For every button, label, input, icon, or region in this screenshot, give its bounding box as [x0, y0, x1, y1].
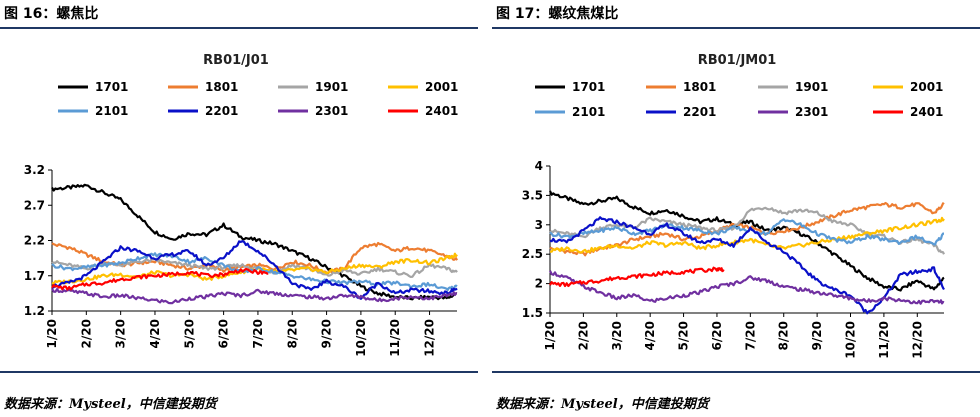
x-tick-label: 8/20 [285, 319, 299, 348]
y-tick-label: 1.7 [24, 269, 45, 283]
x-tick-label: 10/20 [844, 321, 858, 359]
x-tick-label: 12/20 [910, 321, 924, 359]
y-tick-label: 3.2 [24, 163, 45, 177]
y-tick-label: 2.7 [24, 198, 45, 212]
legend-entry-2301: 2301 [278, 104, 348, 118]
x-tick-label: 6/20 [710, 321, 724, 350]
source-note: 数据来源：Mysteel，中信建投期货 [4, 397, 217, 412]
legend-label: 1901 [315, 80, 348, 94]
y-tick-label: 3.5 [522, 188, 543, 202]
rb01-j01-chart: RB01/J01 1701 1801 1901 2001 2101 2201 2301 2401… [24, 53, 459, 357]
legend-entry-2201: 2201 [646, 105, 716, 119]
series-line-2201 [51, 240, 458, 300]
x-tick-label: 9/20 [320, 319, 334, 348]
legend-entry-1801: 1801 [646, 80, 716, 94]
figure-title: 图 16：螺焦比 [4, 6, 99, 22]
legend-entry-2101: 2101 [58, 104, 128, 118]
x-tick-label: 3/20 [610, 321, 624, 350]
legend-entry-2201: 2201 [168, 104, 238, 118]
legend-label: 2101 [95, 104, 128, 118]
x-tick-label: 5/20 [677, 321, 691, 350]
series-line-2401 [51, 267, 269, 291]
x-tick-label: 9/20 [810, 321, 824, 350]
x-tick-label: 4/20 [148, 319, 162, 348]
legend-entry-1901: 1901 [278, 80, 348, 94]
x-tick-label: 12/20 [423, 319, 437, 357]
legend-entry-2101: 2101 [535, 105, 605, 119]
legend-label: 1701 [572, 80, 605, 94]
x-tick-label: 10/20 [354, 319, 368, 357]
legend-label: 2301 [795, 105, 828, 119]
legend-label: 2201 [205, 104, 238, 118]
legend-entry-2001: 2001 [388, 80, 458, 94]
legend-label: 2101 [572, 105, 605, 119]
bottom-rule [0, 371, 478, 373]
legend-entry-2001: 2001 [873, 80, 943, 94]
series-line-1801 [51, 241, 458, 275]
legend-label: 2401 [910, 105, 943, 119]
legend-label: 1701 [95, 80, 128, 94]
series-line-2301 [51, 288, 458, 305]
x-tick-label: 7/20 [251, 319, 265, 348]
x-tick-label: 11/20 [877, 321, 891, 359]
x-tick-label: 3/20 [114, 319, 128, 348]
top-rule [492, 27, 980, 29]
x-tick-label: 1/20 [543, 321, 557, 350]
y-tick-label: 2.5 [522, 247, 543, 261]
series-line-1701 [548, 190, 945, 292]
series-line-1901 [549, 206, 945, 255]
legend-entry-1801: 1801 [168, 80, 238, 94]
x-tick-label: 11/20 [388, 319, 402, 357]
legend-entry-2301: 2301 [758, 105, 828, 119]
y-tick-label: 4 [535, 159, 543, 173]
x-tick-label: 6/20 [217, 319, 231, 348]
legend-label: 1801 [205, 80, 238, 94]
figure-17-panel: 图 17：螺纹焦煤比 RB01/JM01 1701 1801 1901 2001 2101… [492, 0, 980, 417]
bottom-rule [492, 371, 980, 373]
x-tick-label: 8/20 [777, 321, 791, 350]
figure-16-panel: 图 16：螺焦比 RB01/J01 1701 1801 1901 2001 2101 220… [0, 0, 478, 417]
legend-label: 2001 [425, 80, 458, 94]
legend-label: 1801 [683, 80, 716, 94]
y-tick-label: 1.5 [522, 306, 543, 320]
y-tick-label: 1.2 [24, 304, 45, 318]
y-tick-label: 3 [535, 218, 543, 232]
legend-entry-1901: 1901 [758, 80, 828, 94]
legend-entry-1701: 1701 [535, 80, 605, 94]
rb01-jm01-chart: RB01/JM01 1701 1801 1901 2001 2101 2201 2301 240… [522, 53, 945, 359]
series-line-2401 [549, 266, 725, 288]
legend-label: 2001 [910, 80, 943, 94]
legend-entry-1701: 1701 [58, 80, 128, 94]
y-tick-label: 2.2 [24, 234, 45, 248]
y-tick-label: 2 [535, 277, 543, 291]
legend-label: 2201 [683, 105, 716, 119]
x-tick-label: 4/20 [643, 321, 657, 350]
legend-entry-2401: 2401 [873, 105, 943, 119]
source-note: 数据来源：Mysteel，中信建投期货 [496, 397, 709, 412]
legend-label: 2301 [315, 104, 348, 118]
legend-entry-2401: 2401 [388, 104, 458, 118]
x-tick-label: 1/20 [45, 319, 59, 348]
legend-label: 1901 [795, 80, 828, 94]
series-line-2001 [549, 216, 945, 254]
series-line-2101 [51, 252, 458, 291]
series-line-2301 [549, 270, 945, 305]
x-tick-label: 2/20 [79, 319, 93, 348]
x-tick-label: 7/20 [743, 321, 757, 350]
chart-title: RB01/J01 [203, 53, 269, 68]
figure-title: 图 17：螺纹焦煤比 [496, 6, 619, 22]
chart-title: RB01/JM01 [698, 53, 777, 68]
top-rule [0, 27, 478, 29]
x-tick-label: 5/20 [182, 319, 196, 348]
x-tick-label: 2/20 [576, 321, 590, 350]
legend-label: 2401 [425, 104, 458, 118]
